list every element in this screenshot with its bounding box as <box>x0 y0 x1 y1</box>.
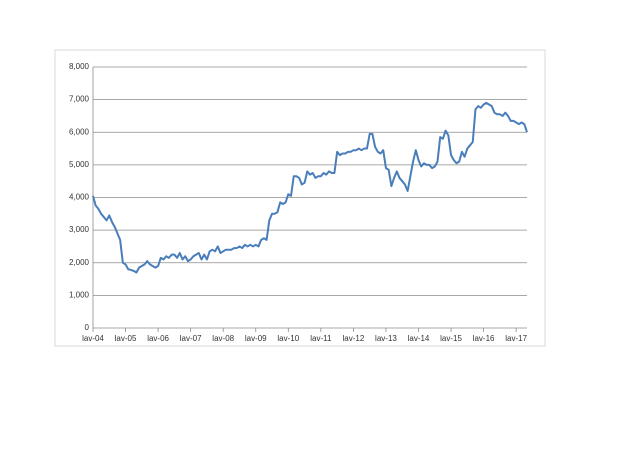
y-tick-label: 5,000 <box>69 160 90 169</box>
x-tick-label: lav-15 <box>440 334 462 343</box>
x-tick-label: lav-06 <box>147 334 169 343</box>
data-line <box>92 101 528 274</box>
x-tick-label: lav-07 <box>180 334 202 343</box>
x-tick-label: lav-16 <box>473 334 495 343</box>
y-tick-label: 8,000 <box>69 62 90 71</box>
y-tick-label: 2,000 <box>69 258 90 267</box>
x-tick-label: lav-12 <box>343 334 365 343</box>
x-tick-label: lav-08 <box>212 334 234 343</box>
y-tick-label: 1,000 <box>69 290 90 299</box>
x-tick-label: lav-04 <box>82 334 104 343</box>
y-tick-label: 3,000 <box>69 225 90 234</box>
chart-frame <box>54 49 546 347</box>
x-tick-label: lav-17 <box>505 334 527 343</box>
y-tick-label: 7,000 <box>69 95 90 104</box>
x-tick-label: lav-10 <box>277 334 299 343</box>
x-tick-label: lav-14 <box>408 334 430 343</box>
x-tick-label: lav-05 <box>115 334 137 343</box>
y-tick-label: 6,000 <box>69 127 90 136</box>
x-tick-label: lav-09 <box>245 334 267 343</box>
y-tick-label: 4,000 <box>69 193 90 202</box>
x-tick-label: lav-11 <box>310 334 332 343</box>
y-tick-label: 0 <box>85 323 90 332</box>
x-tick-label: lav-13 <box>375 334 397 343</box>
